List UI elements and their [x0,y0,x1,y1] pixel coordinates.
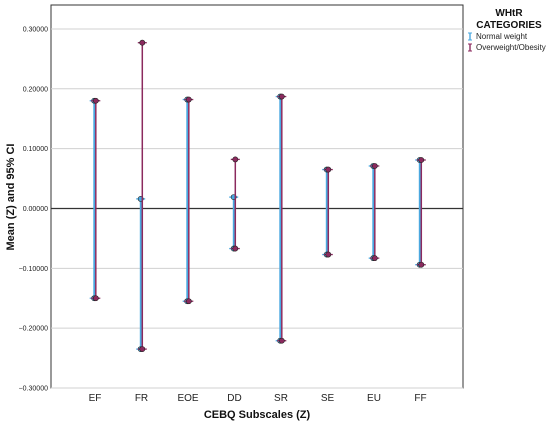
y-tick-label: −0.20000 [19,326,48,333]
legend-label: Overweight/Obesity [476,43,546,52]
y-axis-title: Mean (Z) and 95% CI [5,144,17,251]
x-tick-label: DD [227,393,241,404]
y-tick-label: −0.30000 [19,386,48,393]
error-bar-marker-upper [232,156,239,163]
error-bar-marker-lower [371,255,378,262]
error-bar-marker-lower [325,251,332,258]
y-tick-label: −0.10000 [19,266,48,273]
y-tick-label: 0.00000 [23,206,48,213]
x-tick-label: EOE [177,393,198,404]
y-tick-label: 0.20000 [23,86,48,93]
error-bar-marker-upper [371,163,378,169]
x-axis-categories: EF FR EOE DD SR SE EU FF [89,393,427,404]
x-tick-label: FF [414,393,426,404]
legend: WHtR CATEGORIES Normal weight Overweight/… [468,8,546,52]
error-bar-marker-lower [92,295,99,302]
x-tick-label: EU [367,393,381,404]
error-bar-marker-upper [278,93,285,100]
plot-area [50,4,464,389]
y-tick-label: 0.30000 [23,26,48,33]
error-bars [89,39,426,353]
error-bar-marker-lower [185,298,192,305]
error-bar-marker-upper [325,166,332,173]
error-bar-marker-upper [418,157,425,163]
error-bar-marker-lower [278,337,285,344]
x-tick-label: EF [89,393,102,404]
legend-label: Normal weight [476,32,528,41]
error-bar-marker-lower [139,346,146,353]
error-bar-marker-lower [418,261,425,268]
legend-title-line-1: WHtR [495,8,523,19]
x-tick-label: FR [135,393,148,404]
legend-items: Normal weight Overweight/Obesity [468,32,546,52]
legend-title-line-2: CATEGORIES [476,20,542,31]
y-tick-label: 0.10000 [23,146,48,153]
x-tick-label: SR [274,393,288,404]
error-bar-marker-upper [139,39,146,46]
y-axis-ticks: 0.30000 0.20000 0.10000 0.00000 −0.10000 −0.2… [19,26,49,392]
error-bar-marker-upper [185,96,192,103]
error-bar-marker-lower [232,245,239,252]
grid-lines [51,28,463,389]
x-axis-title: CEBQ Subscales (Z) [204,409,311,421]
x-tick-label: SE [321,393,335,404]
error-bar-marker-upper [92,97,99,104]
